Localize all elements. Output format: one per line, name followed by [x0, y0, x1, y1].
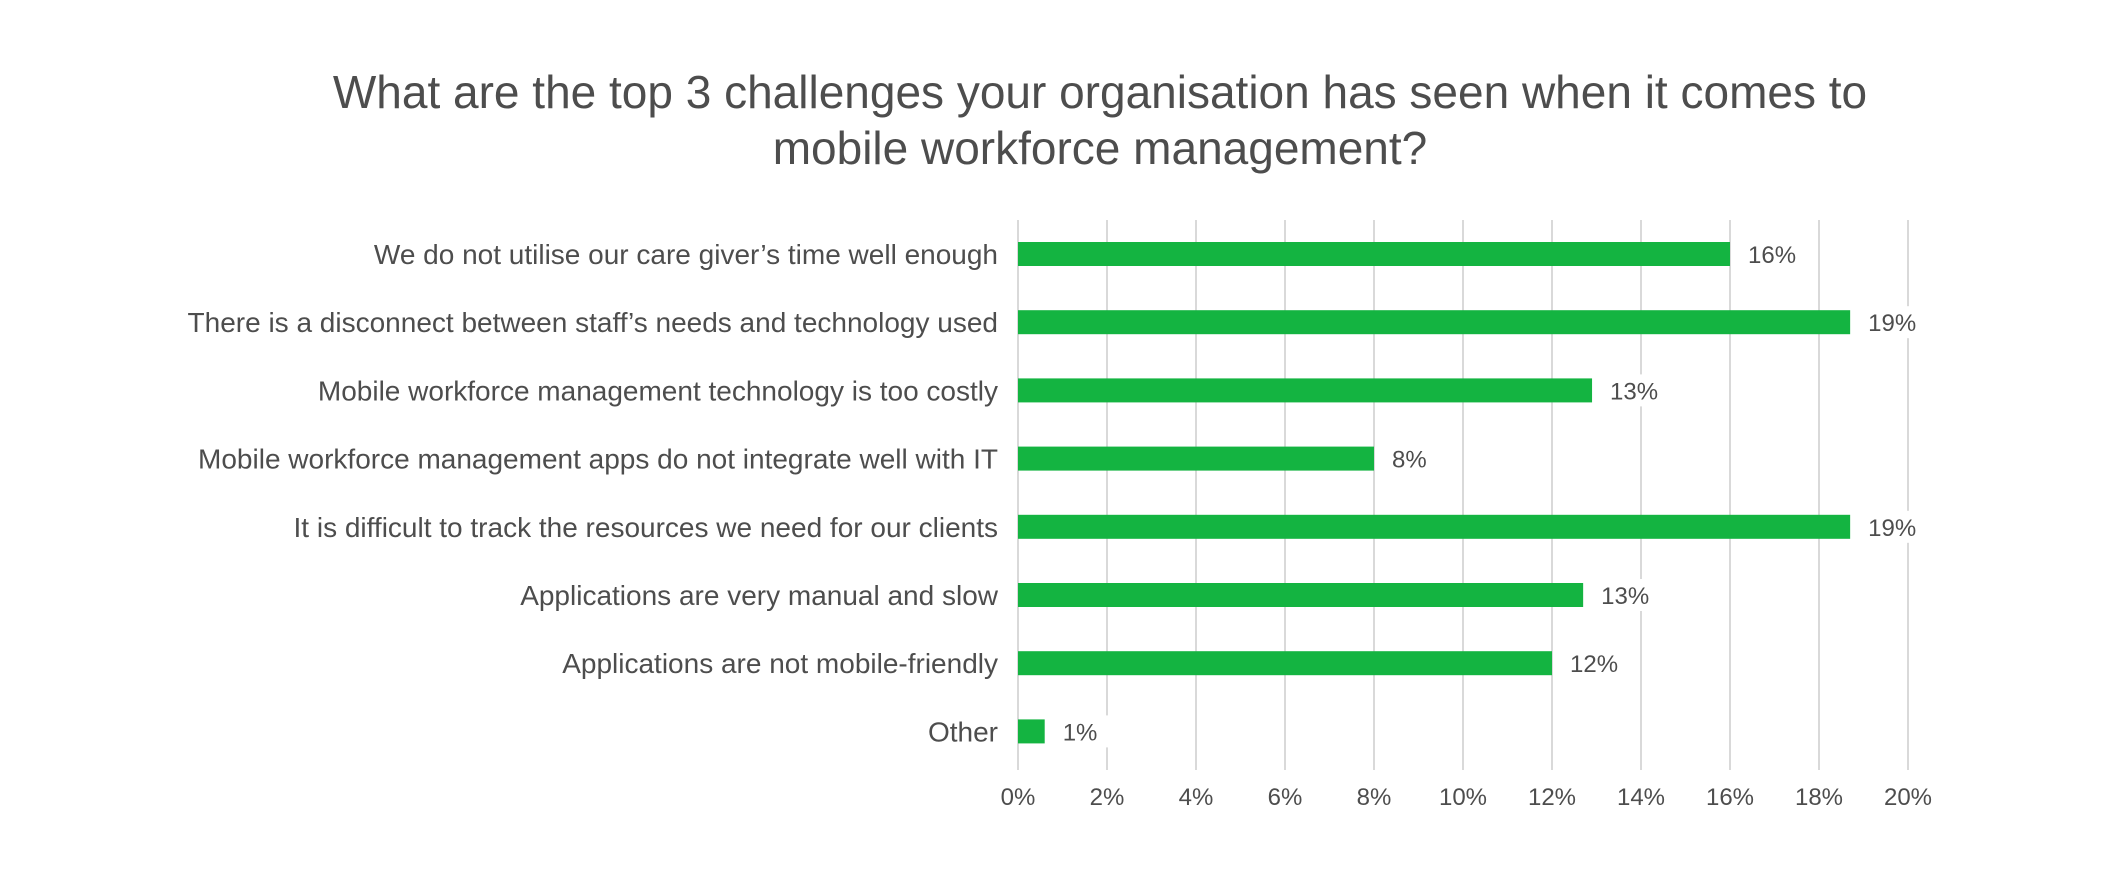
bar: [1018, 514, 1851, 539]
data-label-backdrop: [1382, 442, 1448, 475]
category-label: Other: [928, 716, 998, 747]
x-tick-label: 2%: [1090, 784, 1125, 811]
bar: [1018, 378, 1593, 403]
data-label: 19%: [1868, 310, 1916, 337]
category-label: Mobile workforce management apps do not …: [198, 444, 998, 475]
category-label: It is difficult to track the resources w…: [294, 512, 998, 543]
data-label: 1%: [1063, 719, 1098, 746]
chart-title-line-2: mobile workforce management?: [772, 122, 1428, 174]
x-tick-label: 18%: [1795, 784, 1843, 811]
x-tick-label: 4%: [1179, 784, 1214, 811]
x-tick-label: 16%: [1706, 784, 1754, 811]
category-label: We do not utilise our care giver’s time …: [374, 239, 998, 270]
x-tick-label: 20%: [1884, 784, 1932, 811]
gridlines: [1017, 220, 1909, 770]
category-label: Applications are not mobile-friendly: [562, 648, 998, 679]
data-label-backdrop: [1591, 579, 1658, 611]
category-label: Mobile workforce management technology i…: [318, 375, 998, 406]
x-tick-label: 12%: [1528, 784, 1576, 811]
bars: [1018, 242, 1851, 744]
x-tick-label: 8%: [1357, 784, 1392, 811]
data-label: 19%: [1868, 515, 1916, 542]
category-label: Applications are very manual and slow: [520, 580, 999, 611]
data-label: 13%: [1610, 378, 1658, 405]
data-label: 16%: [1748, 242, 1796, 269]
data-label-backdrop: [1858, 306, 1925, 339]
category-label: There is a disconnect between staff’s ne…: [188, 307, 998, 338]
data-labels: 16% 19% 13% 8% 19% 13% 12% 1%: [1052, 238, 1925, 748]
data-label: 12%: [1570, 651, 1618, 678]
data-label-backdrop: [1738, 238, 1804, 270]
chart-title-line-1: What are the top 3 challenges your organ…: [332, 66, 1868, 118]
data-label: 8%: [1392, 447, 1427, 474]
category-labels: We do not utilise our care giver’s time …: [188, 239, 999, 747]
bar: [1018, 310, 1851, 335]
x-tick-label: 14%: [1617, 784, 1665, 811]
data-label-backdrop: [1858, 510, 1925, 543]
bar: [1018, 446, 1374, 471]
data-label-backdrop: [1560, 647, 1626, 680]
bar: [1018, 719, 1045, 744]
data-label-backdrop: [1052, 715, 1119, 748]
bar: [1018, 242, 1730, 266]
x-tick-label: 6%: [1268, 784, 1303, 811]
bar: [1018, 583, 1584, 607]
x-axis-ticks: 0% 2% 4% 6% 8% 10% 12% 14% 16% 18% 20%: [1001, 784, 1932, 811]
x-tick-label: 10%: [1439, 784, 1487, 811]
bar: [1018, 651, 1552, 676]
x-tick-label: 0%: [1001, 784, 1036, 811]
data-label: 13%: [1601, 583, 1649, 610]
chart-title: What are the top 3 challenges your organ…: [0, 64, 2104, 176]
data-label-backdrop: [1600, 374, 1667, 407]
